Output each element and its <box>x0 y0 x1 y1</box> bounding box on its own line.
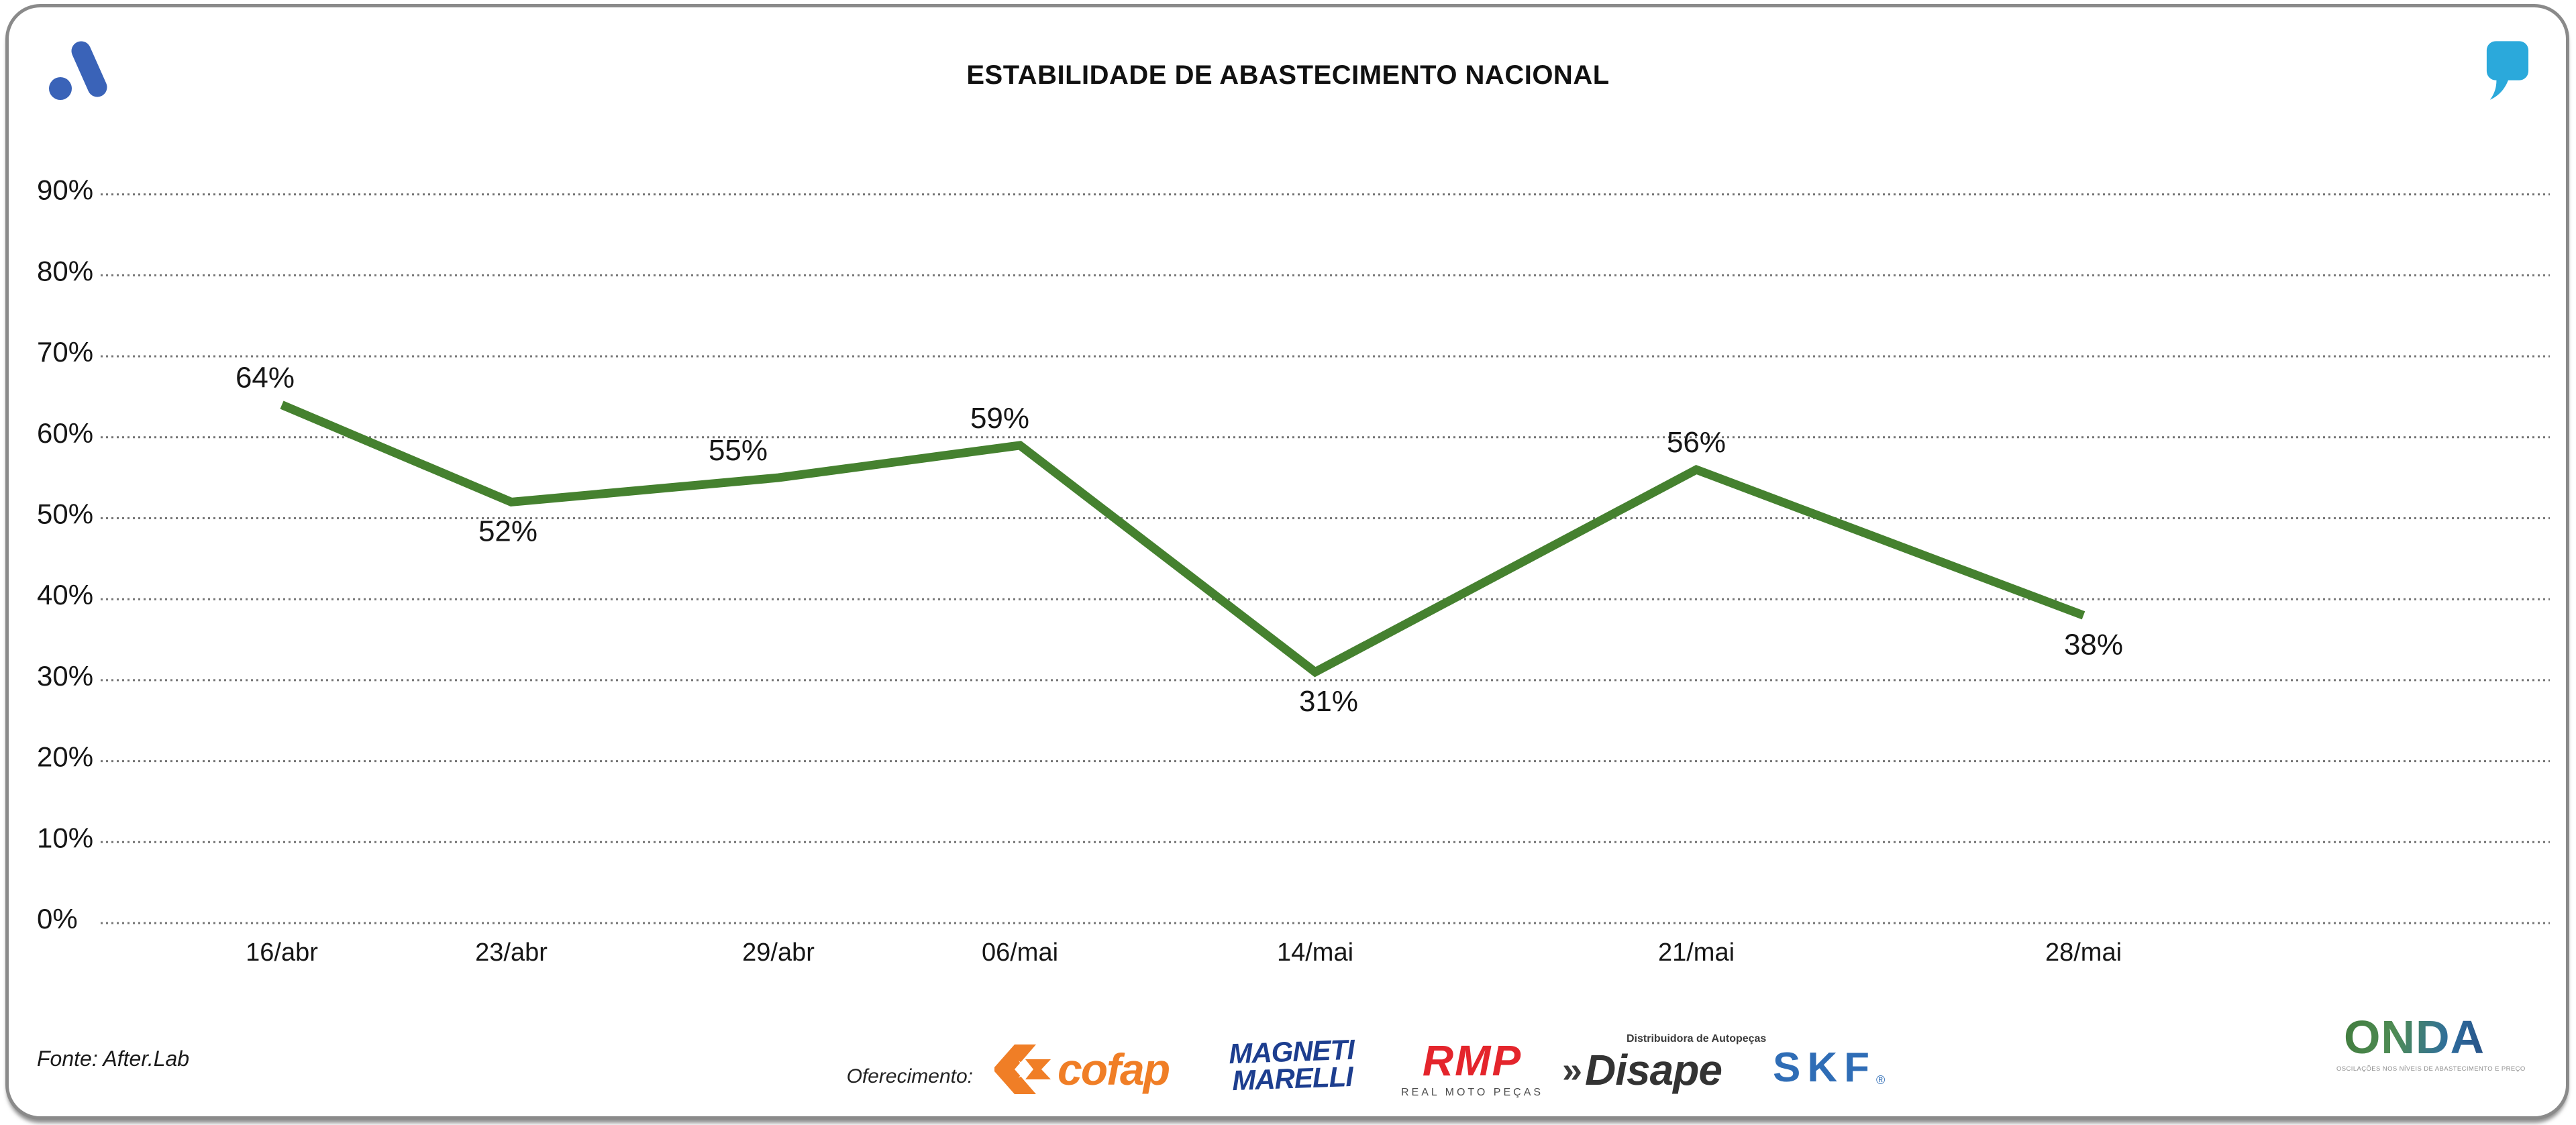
disape-subtext: Distribuidora de Autopeças <box>1627 1033 1767 1044</box>
magneti-line2: MARELLI <box>1231 1060 1353 1097</box>
onda-wordmark: ONDA <box>2336 1010 2492 1064</box>
afterlab-logo-bar <box>71 41 107 97</box>
sponsor-rmp-logo: RMP REAL MOTO PEÇAS <box>1401 1036 1543 1099</box>
quote-icon <box>2486 41 2529 100</box>
cofap-wordmark: cofap <box>1058 1044 1170 1094</box>
skf-wordmark: SKF <box>1773 1044 1876 1091</box>
rmp-subtext: REAL MOTO PEÇAS <box>1401 1087 1544 1098</box>
sponsor-cofap-logo: cofap <box>994 1044 1170 1095</box>
disape-chevrons-icon: » <box>1562 1050 1583 1090</box>
onda-tagline: OSCILAÇÕES NOS NÍVEIS DE ABASTECIMENTO E… <box>2336 1065 2526 1073</box>
source-note: Fonte: After.Lab <box>37 1047 190 1071</box>
page-title: ESTABILIDADE DE ABASTECIMENTO NACIONAL <box>966 60 1610 90</box>
card-border <box>5 4 2569 1120</box>
sponsor-magneti-marelli-logo: MAGNETI MARELLI <box>1229 1034 1355 1097</box>
disape-wordmark: Disape <box>1585 1046 1722 1094</box>
skf-registered-mark: ® <box>1876 1073 1886 1087</box>
quote-icon-shape <box>2486 41 2529 100</box>
afterlab-logo-icon <box>49 41 107 100</box>
onda-logo: ONDA OSCILAÇÕES NOS NÍVEIS DE ABASTECIME… <box>2336 1010 2526 1073</box>
sponsor-disape-logo: Distribuidora de Autopeças » Disape <box>1562 1033 1766 1095</box>
cofap-arrow-icon <box>994 1044 1051 1094</box>
afterlab-logo-dot <box>49 77 72 100</box>
sponsors-label: Oferecimento: <box>846 1065 973 1087</box>
sponsor-skf-logo: SKF ® <box>1773 1044 1885 1091</box>
rmp-wordmark: RMP <box>1422 1036 1523 1085</box>
